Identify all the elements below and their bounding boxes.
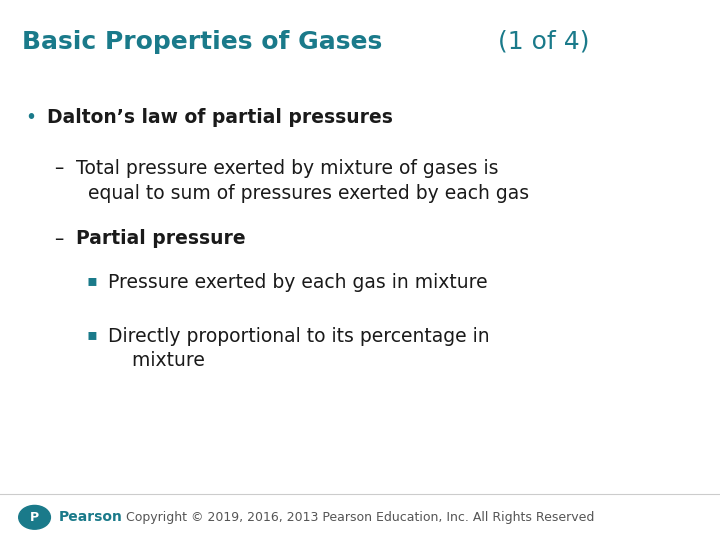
Text: Partial pressure: Partial pressure	[76, 230, 246, 248]
Text: –: –	[54, 159, 63, 178]
Text: –: –	[54, 230, 63, 248]
Circle shape	[19, 505, 50, 529]
Text: Pearson: Pearson	[59, 510, 123, 524]
Text: Dalton’s law of partial pressures: Dalton’s law of partial pressures	[47, 108, 392, 127]
Text: Directly proportional to its percentage in
    mixture: Directly proportional to its percentage …	[108, 327, 490, 370]
Text: Total pressure exerted by mixture of gases is
  equal to sum of pressures exerte: Total pressure exerted by mixture of gas…	[76, 159, 528, 202]
Text: Copyright © 2019, 2016, 2013 Pearson Education, Inc. All Rights Reserved: Copyright © 2019, 2016, 2013 Pearson Edu…	[126, 511, 594, 524]
Text: ▪: ▪	[86, 273, 97, 288]
Text: (1 of 4): (1 of 4)	[498, 30, 589, 53]
Text: P: P	[30, 511, 39, 524]
Text: Basic Properties of Gases: Basic Properties of Gases	[22, 30, 391, 53]
Text: Pressure exerted by each gas in mixture: Pressure exerted by each gas in mixture	[108, 273, 487, 292]
Text: ▪: ▪	[86, 327, 97, 342]
Text: •: •	[25, 108, 36, 127]
